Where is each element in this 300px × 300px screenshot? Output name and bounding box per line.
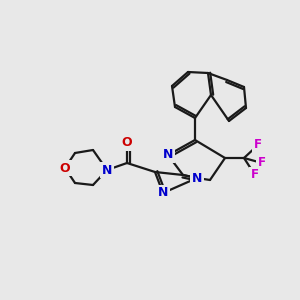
Text: O: O: [60, 161, 70, 175]
Text: F: F: [254, 139, 262, 152]
Text: O: O: [122, 136, 132, 149]
Text: N: N: [102, 164, 112, 176]
Text: F: F: [251, 169, 259, 182]
Text: N: N: [158, 187, 168, 200]
Text: F: F: [258, 157, 266, 169]
Text: N: N: [192, 172, 202, 184]
Text: N: N: [163, 148, 173, 161]
